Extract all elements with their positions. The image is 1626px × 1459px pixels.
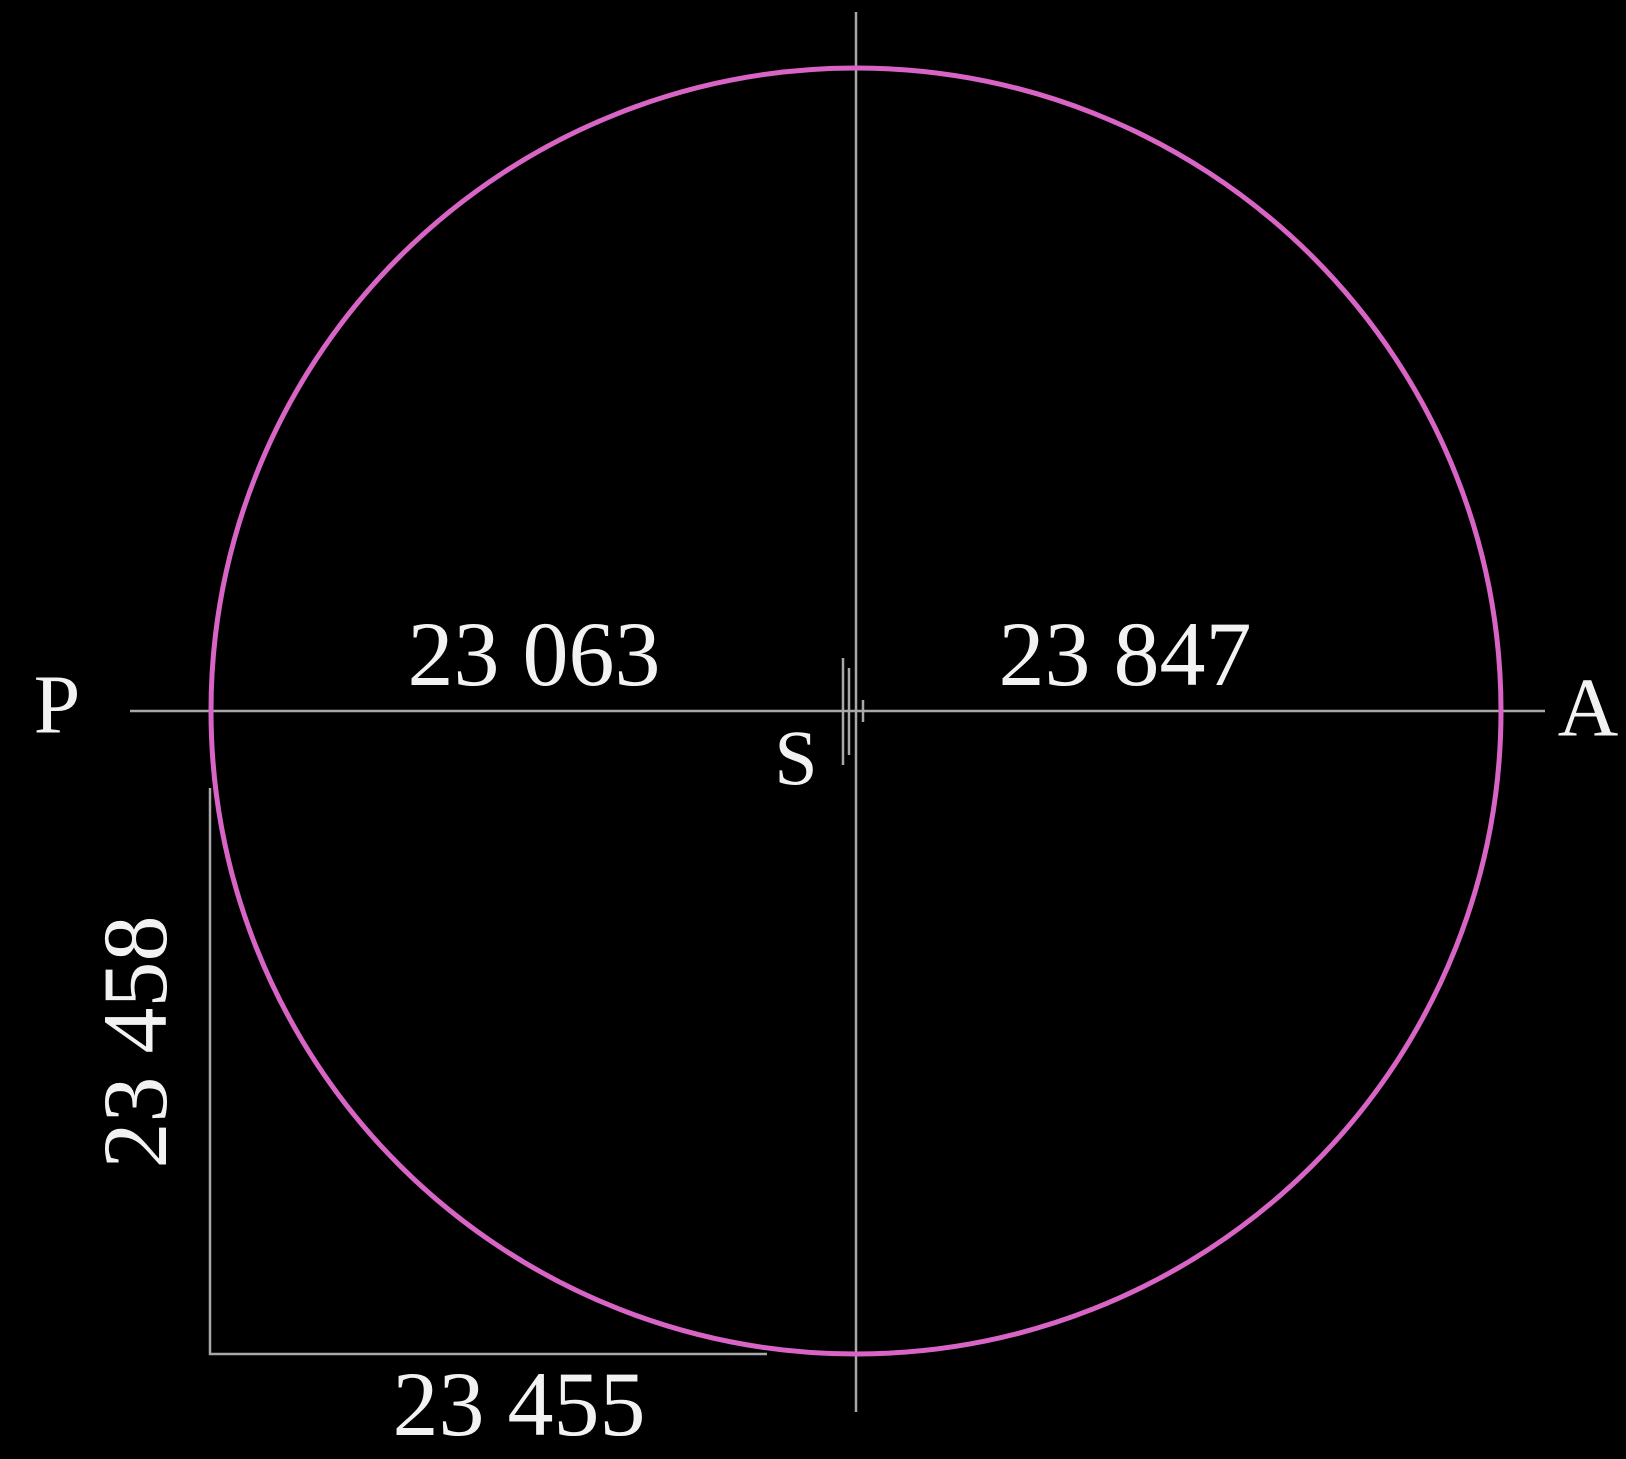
distance-label: 23 458: [84, 916, 186, 1169]
measure-bracket: [208, 788, 767, 1356]
distance-label: 23 847: [999, 603, 1252, 705]
point-label: A: [1558, 661, 1619, 754]
distance-label: 23 455: [393, 1353, 646, 1455]
point-label: S: [774, 714, 817, 801]
orbit: [208, 65, 1504, 1357]
point-label: P: [34, 658, 81, 751]
distance-label: 23 063: [408, 603, 661, 705]
